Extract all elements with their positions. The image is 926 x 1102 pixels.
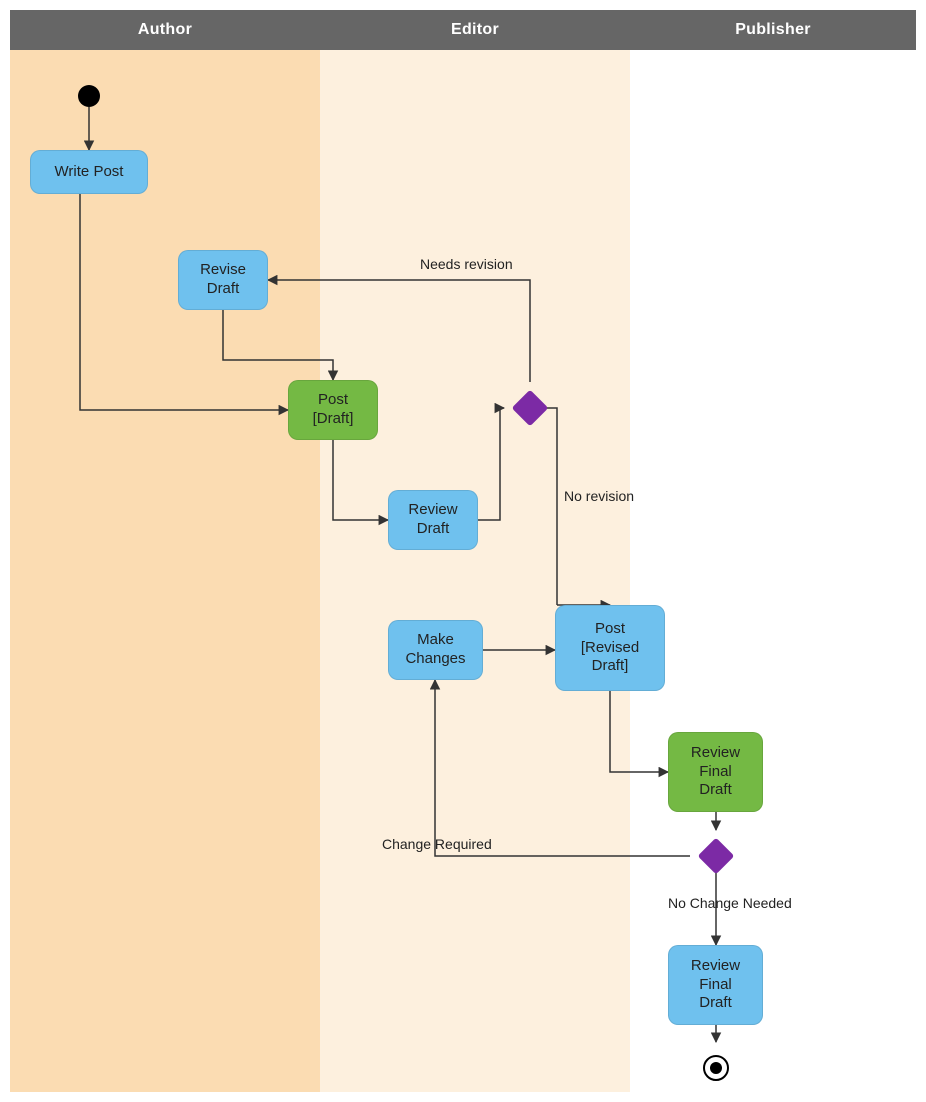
lane-bg-publisher bbox=[630, 50, 916, 1092]
activity-node: Post[Draft] bbox=[288, 380, 378, 440]
edge-label: Needs revision bbox=[420, 256, 513, 272]
activity-node: ReviseDraft bbox=[178, 250, 268, 310]
activity-node: ReviewFinalDraft bbox=[668, 732, 763, 812]
edge-label: Change Required bbox=[382, 836, 492, 852]
lane-header-author: Author bbox=[10, 10, 320, 50]
activity-node: Write Post bbox=[30, 150, 148, 194]
activity-node: ReviewDraft bbox=[388, 490, 478, 550]
end-node bbox=[703, 1055, 729, 1081]
lane-bg-editor bbox=[320, 50, 630, 1092]
activity-node: MakeChanges bbox=[388, 620, 483, 680]
edge-label: No revision bbox=[564, 488, 634, 504]
lane-header-editor: Editor bbox=[320, 10, 630, 50]
edge-label: No Change Needed bbox=[668, 895, 792, 911]
activity-node: ReviewFinalDraft bbox=[668, 945, 763, 1025]
start-node bbox=[78, 85, 100, 107]
activity-node: Post[RevisedDraft] bbox=[555, 605, 665, 691]
lane-bg-author bbox=[10, 50, 320, 1092]
lane-header-publisher: Publisher bbox=[630, 10, 916, 50]
swimlane-flowchart: AuthorEditorPublisher Write Post ReviseDra… bbox=[0, 0, 926, 1102]
